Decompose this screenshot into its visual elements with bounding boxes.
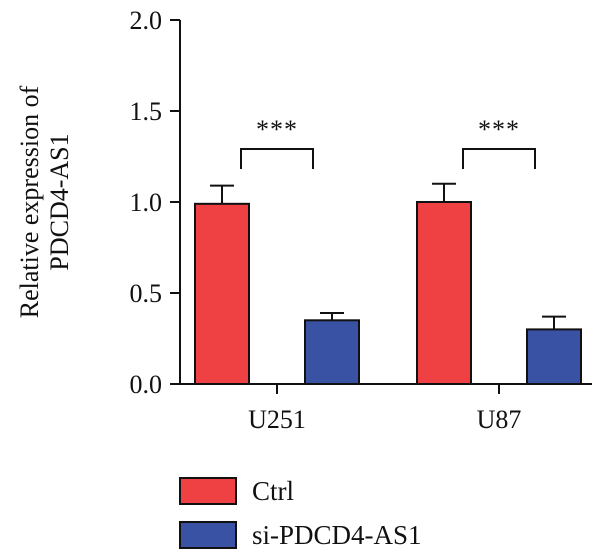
legend-label: si-PDCD4-AS1 bbox=[252, 520, 422, 550]
axes: 0.0 0.5 1.0 1.5 2.0 U251 U87 bbox=[130, 6, 592, 434]
y-axis-title-line: Relative expression of bbox=[15, 85, 44, 318]
y-tick-label: 0.0 bbox=[130, 370, 163, 399]
y-tick-label: 1.0 bbox=[130, 188, 163, 217]
y-axis-title: Relative expression of PDCD4-AS1 bbox=[15, 85, 74, 318]
bar bbox=[304, 319, 360, 385]
x-tick-label: U87 bbox=[477, 405, 522, 434]
y-tick-label: 2.0 bbox=[130, 6, 163, 35]
legend-label: Ctrl bbox=[252, 476, 294, 506]
legend-swatch bbox=[179, 521, 237, 549]
significance-bracket bbox=[240, 148, 314, 169]
y-tick-label: 1.5 bbox=[130, 97, 163, 126]
significance-label: *** bbox=[478, 115, 520, 144]
bars bbox=[194, 182, 582, 385]
x-tick-label: U251 bbox=[248, 405, 306, 434]
bar bbox=[194, 202, 250, 385]
legend-swatch bbox=[179, 477, 237, 505]
significance-markers: *** *** bbox=[240, 115, 536, 169]
bar bbox=[416, 201, 472, 385]
significance-bracket bbox=[462, 148, 536, 169]
y-tick-label: 0.5 bbox=[130, 279, 163, 308]
y-axis-title-text: Relative expression of PDCD4-AS1 bbox=[15, 85, 74, 318]
bar bbox=[526, 328, 582, 385]
y-axis-title-line: PDCD4-AS1 bbox=[45, 133, 74, 270]
legend: Ctrl si-PDCD4-AS1 bbox=[179, 476, 422, 550]
significance-label: *** bbox=[256, 115, 298, 144]
